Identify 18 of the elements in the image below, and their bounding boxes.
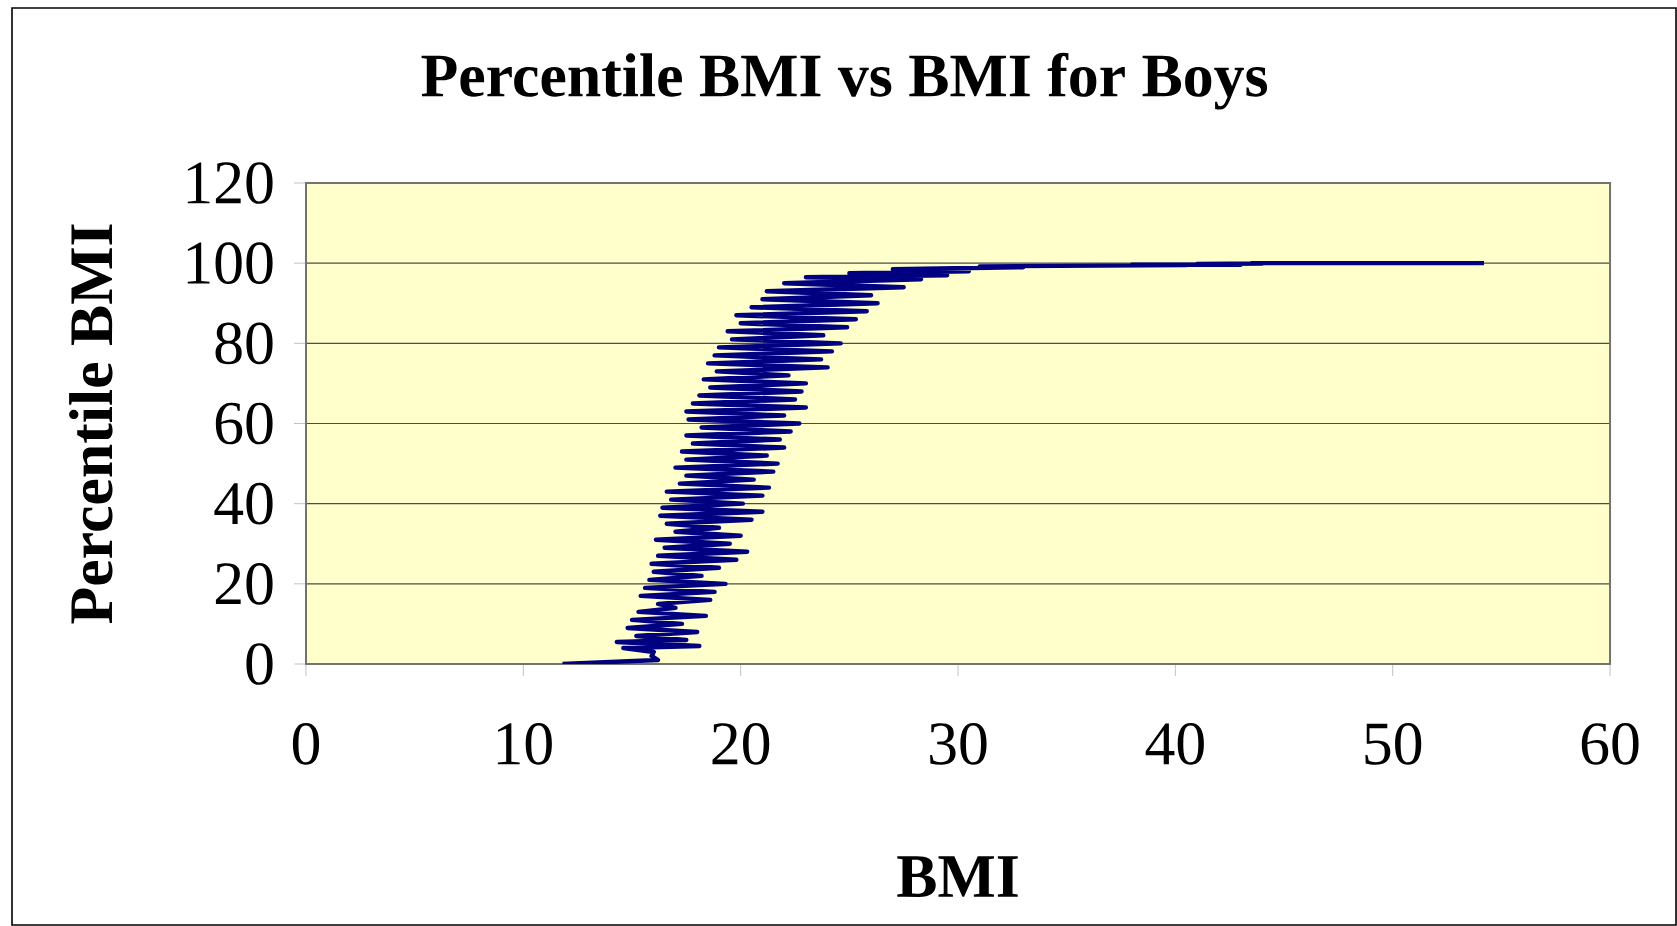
x-axis-title: BMI — [897, 856, 1018, 897]
y-axis-title: Percentile BMI — [69, 224, 113, 624]
x-tick-label: 60 — [1581, 723, 1639, 765]
x-tick-label: 40 — [1145, 723, 1204, 765]
x-tick-label: 0 — [292, 723, 320, 765]
y-tick-label: 120 — [187, 162, 273, 204]
y-tick-label: 100 — [187, 242, 273, 284]
y-tick-label: 20 — [215, 562, 273, 605]
y-tick-label: 60 — [215, 402, 273, 445]
x-tick-label: 30 — [930, 723, 987, 765]
x-tick-label: 10 — [497, 723, 552, 765]
line-series — [560, 260, 1487, 665]
y-tick-label: 40 — [214, 482, 273, 525]
x-tick-label: 50 — [1365, 723, 1422, 765]
x-tick-label: 20 — [712, 723, 770, 765]
y-tick-label: 0 — [246, 643, 273, 685]
y-tick-label: 80 — [215, 322, 273, 365]
chart-title: Percentile BMI vs BMI for Boys — [421, 52, 1268, 110]
